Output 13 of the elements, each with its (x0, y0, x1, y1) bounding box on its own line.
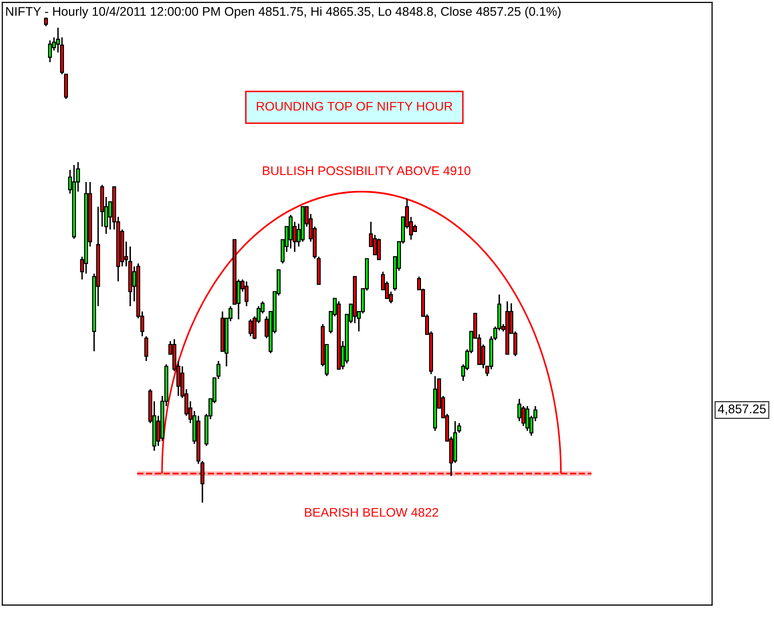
chart-title: NIFTY - Hourly 10/4/2011 12:00:00 PM Open 4851.75, Hi 4865.35, Lo 4848.8, Close 4857.25 (0.1%) (6, 6, 561, 18)
text: BEARISH BELOW 4822 (305, 508, 438, 517)
candlestick (525, 405, 530, 432)
candlestick (288, 214, 293, 250)
annotation: ROUNDING TOP OF NIFTY HOUR (256, 102, 452, 111)
candlestick (376, 238, 381, 260)
candlestick (244, 280, 248, 307)
candlestick (144, 336, 148, 362)
candlestick (48, 40, 52, 63)
text: 4,857.25 (718, 404, 766, 415)
annotation: BULLISH POSSIBILITY ABOVE 4910 (262, 166, 470, 176)
candlestick (248, 318, 253, 337)
candlestick (517, 398, 522, 422)
